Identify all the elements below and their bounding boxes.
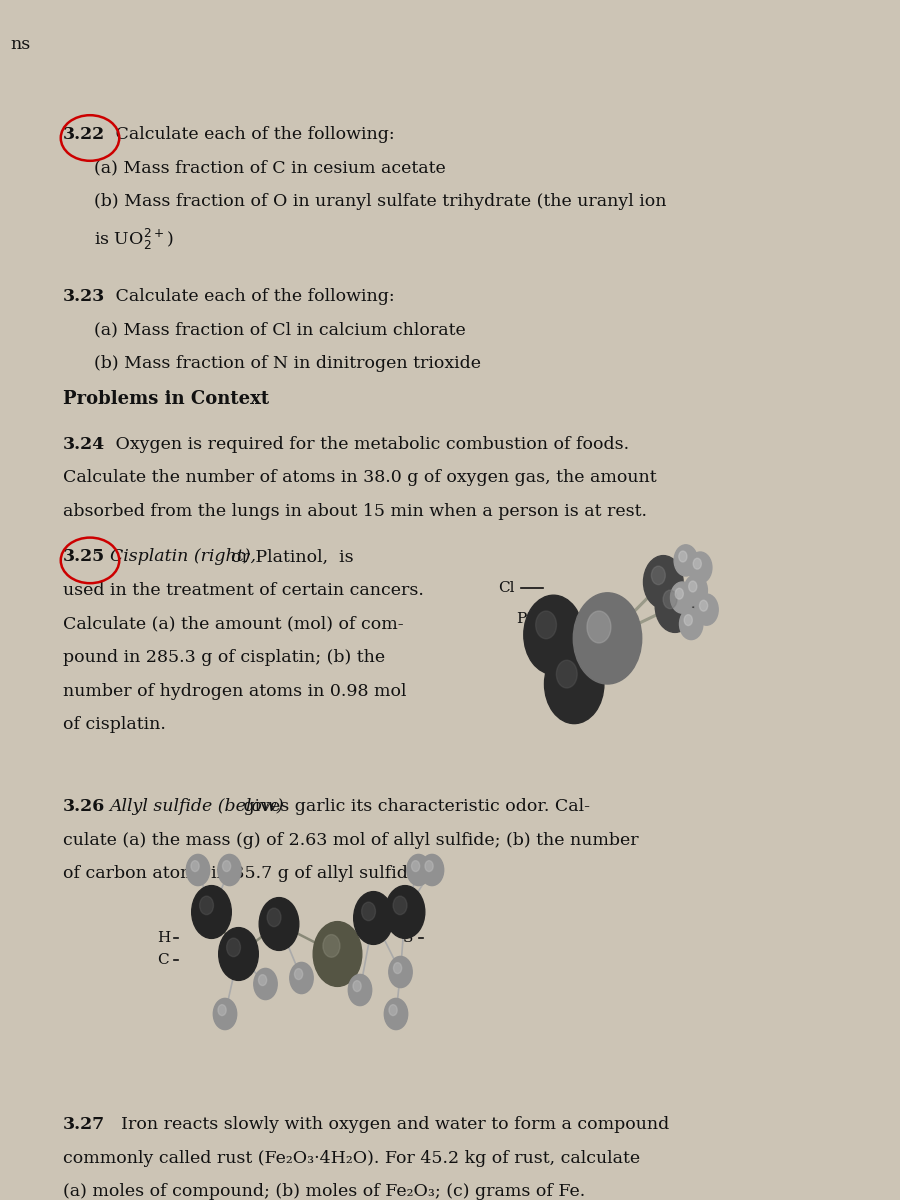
- Text: Problems in Context: Problems in Context: [63, 390, 269, 408]
- Circle shape: [258, 974, 266, 985]
- Text: pound in 285.3 g of cisplatin; (b) the: pound in 285.3 g of cisplatin; (b) the: [63, 649, 385, 666]
- Circle shape: [348, 974, 372, 1006]
- Circle shape: [693, 558, 701, 569]
- Circle shape: [674, 545, 698, 576]
- Text: H: H: [158, 931, 171, 946]
- Circle shape: [354, 892, 393, 944]
- Text: or Platinol,  is: or Platinol, is: [220, 548, 354, 565]
- Circle shape: [644, 556, 683, 608]
- Circle shape: [385, 886, 425, 938]
- Circle shape: [680, 608, 703, 640]
- Circle shape: [192, 886, 231, 938]
- Text: of cisplatin.: of cisplatin.: [63, 716, 166, 733]
- Text: Pt: Pt: [516, 612, 532, 626]
- Circle shape: [389, 1004, 397, 1015]
- Circle shape: [425, 860, 433, 871]
- Text: absorbed from the lungs in about 15 min when a person is at rest.: absorbed from the lungs in about 15 min …: [63, 503, 647, 520]
- Circle shape: [536, 611, 556, 638]
- Text: commonly called rust (Fe₂O₃·4H₂O). For 45.2 kg of rust, calculate: commonly called rust (Fe₂O₃·4H₂O). For 4…: [63, 1150, 640, 1166]
- Text: Oxygen is required for the metabolic combustion of foods.: Oxygen is required for the metabolic com…: [110, 436, 629, 452]
- Circle shape: [587, 611, 611, 643]
- Circle shape: [544, 644, 604, 724]
- Text: H: H: [605, 660, 618, 674]
- Text: C: C: [158, 953, 169, 967]
- Circle shape: [684, 614, 692, 625]
- Text: Allyl sulfide (below): Allyl sulfide (below): [110, 798, 284, 815]
- Circle shape: [290, 962, 313, 994]
- Text: (a) Mass fraction of C in cesium acetate: (a) Mass fraction of C in cesium acetate: [94, 160, 446, 176]
- Circle shape: [675, 588, 683, 599]
- Circle shape: [393, 962, 401, 973]
- Circle shape: [200, 896, 213, 914]
- Circle shape: [254, 968, 277, 1000]
- Circle shape: [407, 854, 430, 886]
- Circle shape: [652, 566, 665, 584]
- Circle shape: [353, 980, 361, 991]
- Text: Cl: Cl: [498, 581, 514, 595]
- Circle shape: [227, 938, 240, 956]
- Text: (a) Mass fraction of Cl in calcium chlorate: (a) Mass fraction of Cl in calcium chlor…: [94, 322, 466, 338]
- Circle shape: [218, 1004, 226, 1015]
- Circle shape: [393, 896, 407, 914]
- Circle shape: [688, 581, 697, 592]
- Text: Calculate (a) the amount (mol) of com-: Calculate (a) the amount (mol) of com-: [63, 616, 403, 632]
- Circle shape: [191, 860, 199, 871]
- Circle shape: [663, 590, 677, 608]
- Text: gives garlic its characteristic odor. Cal-: gives garlic its characteristic odor. Ca…: [238, 798, 590, 815]
- Text: (b) Mass fraction of N in dinitrogen trioxide: (b) Mass fraction of N in dinitrogen tri…: [94, 355, 482, 372]
- Circle shape: [556, 660, 577, 688]
- Text: 3.24: 3.24: [63, 436, 105, 452]
- Text: culate (a) the mass (g) of 2.63 mol of allyl sulfide; (b) the number: culate (a) the mass (g) of 2.63 mol of a…: [63, 832, 639, 848]
- Circle shape: [219, 928, 258, 980]
- Circle shape: [294, 968, 302, 979]
- Circle shape: [524, 595, 583, 674]
- Circle shape: [670, 582, 694, 613]
- Circle shape: [684, 575, 707, 606]
- Text: number of hydrogen atoms in 0.98 mol: number of hydrogen atoms in 0.98 mol: [63, 683, 407, 700]
- Circle shape: [213, 998, 237, 1030]
- Text: of carbon atoms in 35.7 g of allyl sulfide.: of carbon atoms in 35.7 g of allyl sulfi…: [63, 865, 424, 882]
- Text: Iron reacts slowly with oxygen and water to form a compound: Iron reacts slowly with oxygen and water…: [110, 1116, 669, 1133]
- Circle shape: [411, 860, 419, 871]
- Text: S: S: [403, 931, 414, 946]
- Text: Cisplatin (right),: Cisplatin (right),: [110, 548, 256, 565]
- Circle shape: [655, 580, 695, 632]
- Text: (b) Mass fraction of O in uranyl sulfate trihydrate (the uranyl ion: (b) Mass fraction of O in uranyl sulfate…: [94, 193, 667, 210]
- Circle shape: [186, 854, 210, 886]
- Text: 3.23: 3.23: [63, 288, 105, 305]
- Circle shape: [323, 935, 340, 958]
- Text: (a) moles of compound; (b) moles of Fe₂O₃; (c) grams of Fe.: (a) moles of compound; (b) moles of Fe₂O…: [63, 1183, 585, 1200]
- Circle shape: [267, 908, 281, 926]
- Circle shape: [389, 956, 412, 988]
- Text: 3.26: 3.26: [63, 798, 105, 815]
- Circle shape: [259, 898, 299, 950]
- Text: 3.22: 3.22: [63, 126, 105, 143]
- Text: Calculate each of the following:: Calculate each of the following:: [110, 288, 394, 305]
- Text: Calculate each of the following:: Calculate each of the following:: [110, 126, 394, 143]
- Text: is UO$_2^{2+}$): is UO$_2^{2+}$): [94, 227, 174, 252]
- Circle shape: [313, 922, 362, 986]
- Circle shape: [218, 854, 241, 886]
- Circle shape: [695, 594, 718, 625]
- Circle shape: [420, 854, 444, 886]
- Circle shape: [679, 551, 687, 562]
- Circle shape: [573, 593, 642, 684]
- Text: ns: ns: [11, 36, 31, 53]
- Text: N: N: [653, 569, 667, 583]
- Circle shape: [222, 860, 230, 871]
- Text: 3.25: 3.25: [63, 548, 105, 565]
- Circle shape: [699, 600, 707, 611]
- Circle shape: [362, 902, 375, 920]
- Circle shape: [384, 998, 408, 1030]
- Text: Calculate the number of atoms in 38.0 g of oxygen gas, the amount: Calculate the number of atoms in 38.0 g …: [63, 469, 657, 486]
- Circle shape: [688, 552, 712, 583]
- Text: used in the treatment of certain cancers.: used in the treatment of certain cancers…: [63, 582, 424, 599]
- Text: 3.27: 3.27: [63, 1116, 105, 1133]
